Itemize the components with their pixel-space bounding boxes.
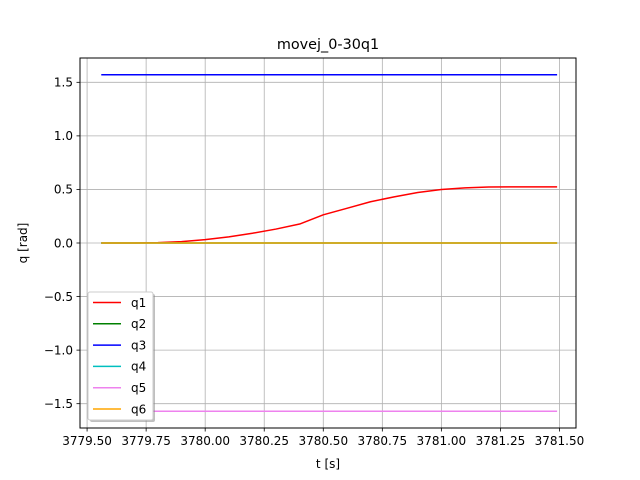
- x-tick-label: 3779.75: [121, 434, 171, 448]
- legend-box: [87, 291, 154, 421]
- series-line-q1: [101, 186, 558, 244]
- legend-label-q4: q4: [131, 360, 146, 374]
- legend: q1 q2 q3 q4 q5 q6: [87, 291, 155, 422]
- y-tick-label: −0.5: [44, 290, 73, 304]
- axis-ticks: 3779.50 3779.75 3780.00 3780.25 3780.50 3780.…: [44, 76, 584, 448]
- x-tick-label: 3780.50: [298, 434, 348, 448]
- x-axis-label: t [s]: [316, 457, 340, 471]
- x-tick-label: 3780.25: [239, 434, 289, 448]
- legend-label-q3: q3: [131, 338, 146, 352]
- x-tick-label: 3781.25: [476, 434, 526, 448]
- y-tick-label: −1.0: [44, 343, 73, 357]
- y-tick-label: 0.5: [54, 183, 73, 197]
- x-tick-label: 3781.50: [535, 434, 585, 448]
- x-tick-label: 3780.75: [358, 434, 408, 448]
- series-lines: [101, 73, 558, 413]
- legend-label-q6: q6: [131, 402, 146, 416]
- y-axis-label: q [rad]: [16, 223, 30, 264]
- legend-label-q1: q1: [131, 296, 146, 310]
- legend-label-q5: q5: [131, 381, 146, 395]
- x-tick-label: 3780.00: [180, 434, 230, 448]
- legend-label-q2: q2: [131, 317, 146, 331]
- chart-title: movej_0-30q1: [277, 37, 379, 53]
- y-tick-label: 1.0: [54, 129, 73, 143]
- y-tick-label: 1.5: [54, 76, 73, 90]
- grid: [80, 58, 576, 428]
- x-tick-label: 3779.50: [62, 434, 112, 448]
- y-tick-label: −1.5: [44, 397, 73, 411]
- x-tick-label: 3781.00: [417, 434, 467, 448]
- y-tick-label: 0.0: [54, 236, 73, 250]
